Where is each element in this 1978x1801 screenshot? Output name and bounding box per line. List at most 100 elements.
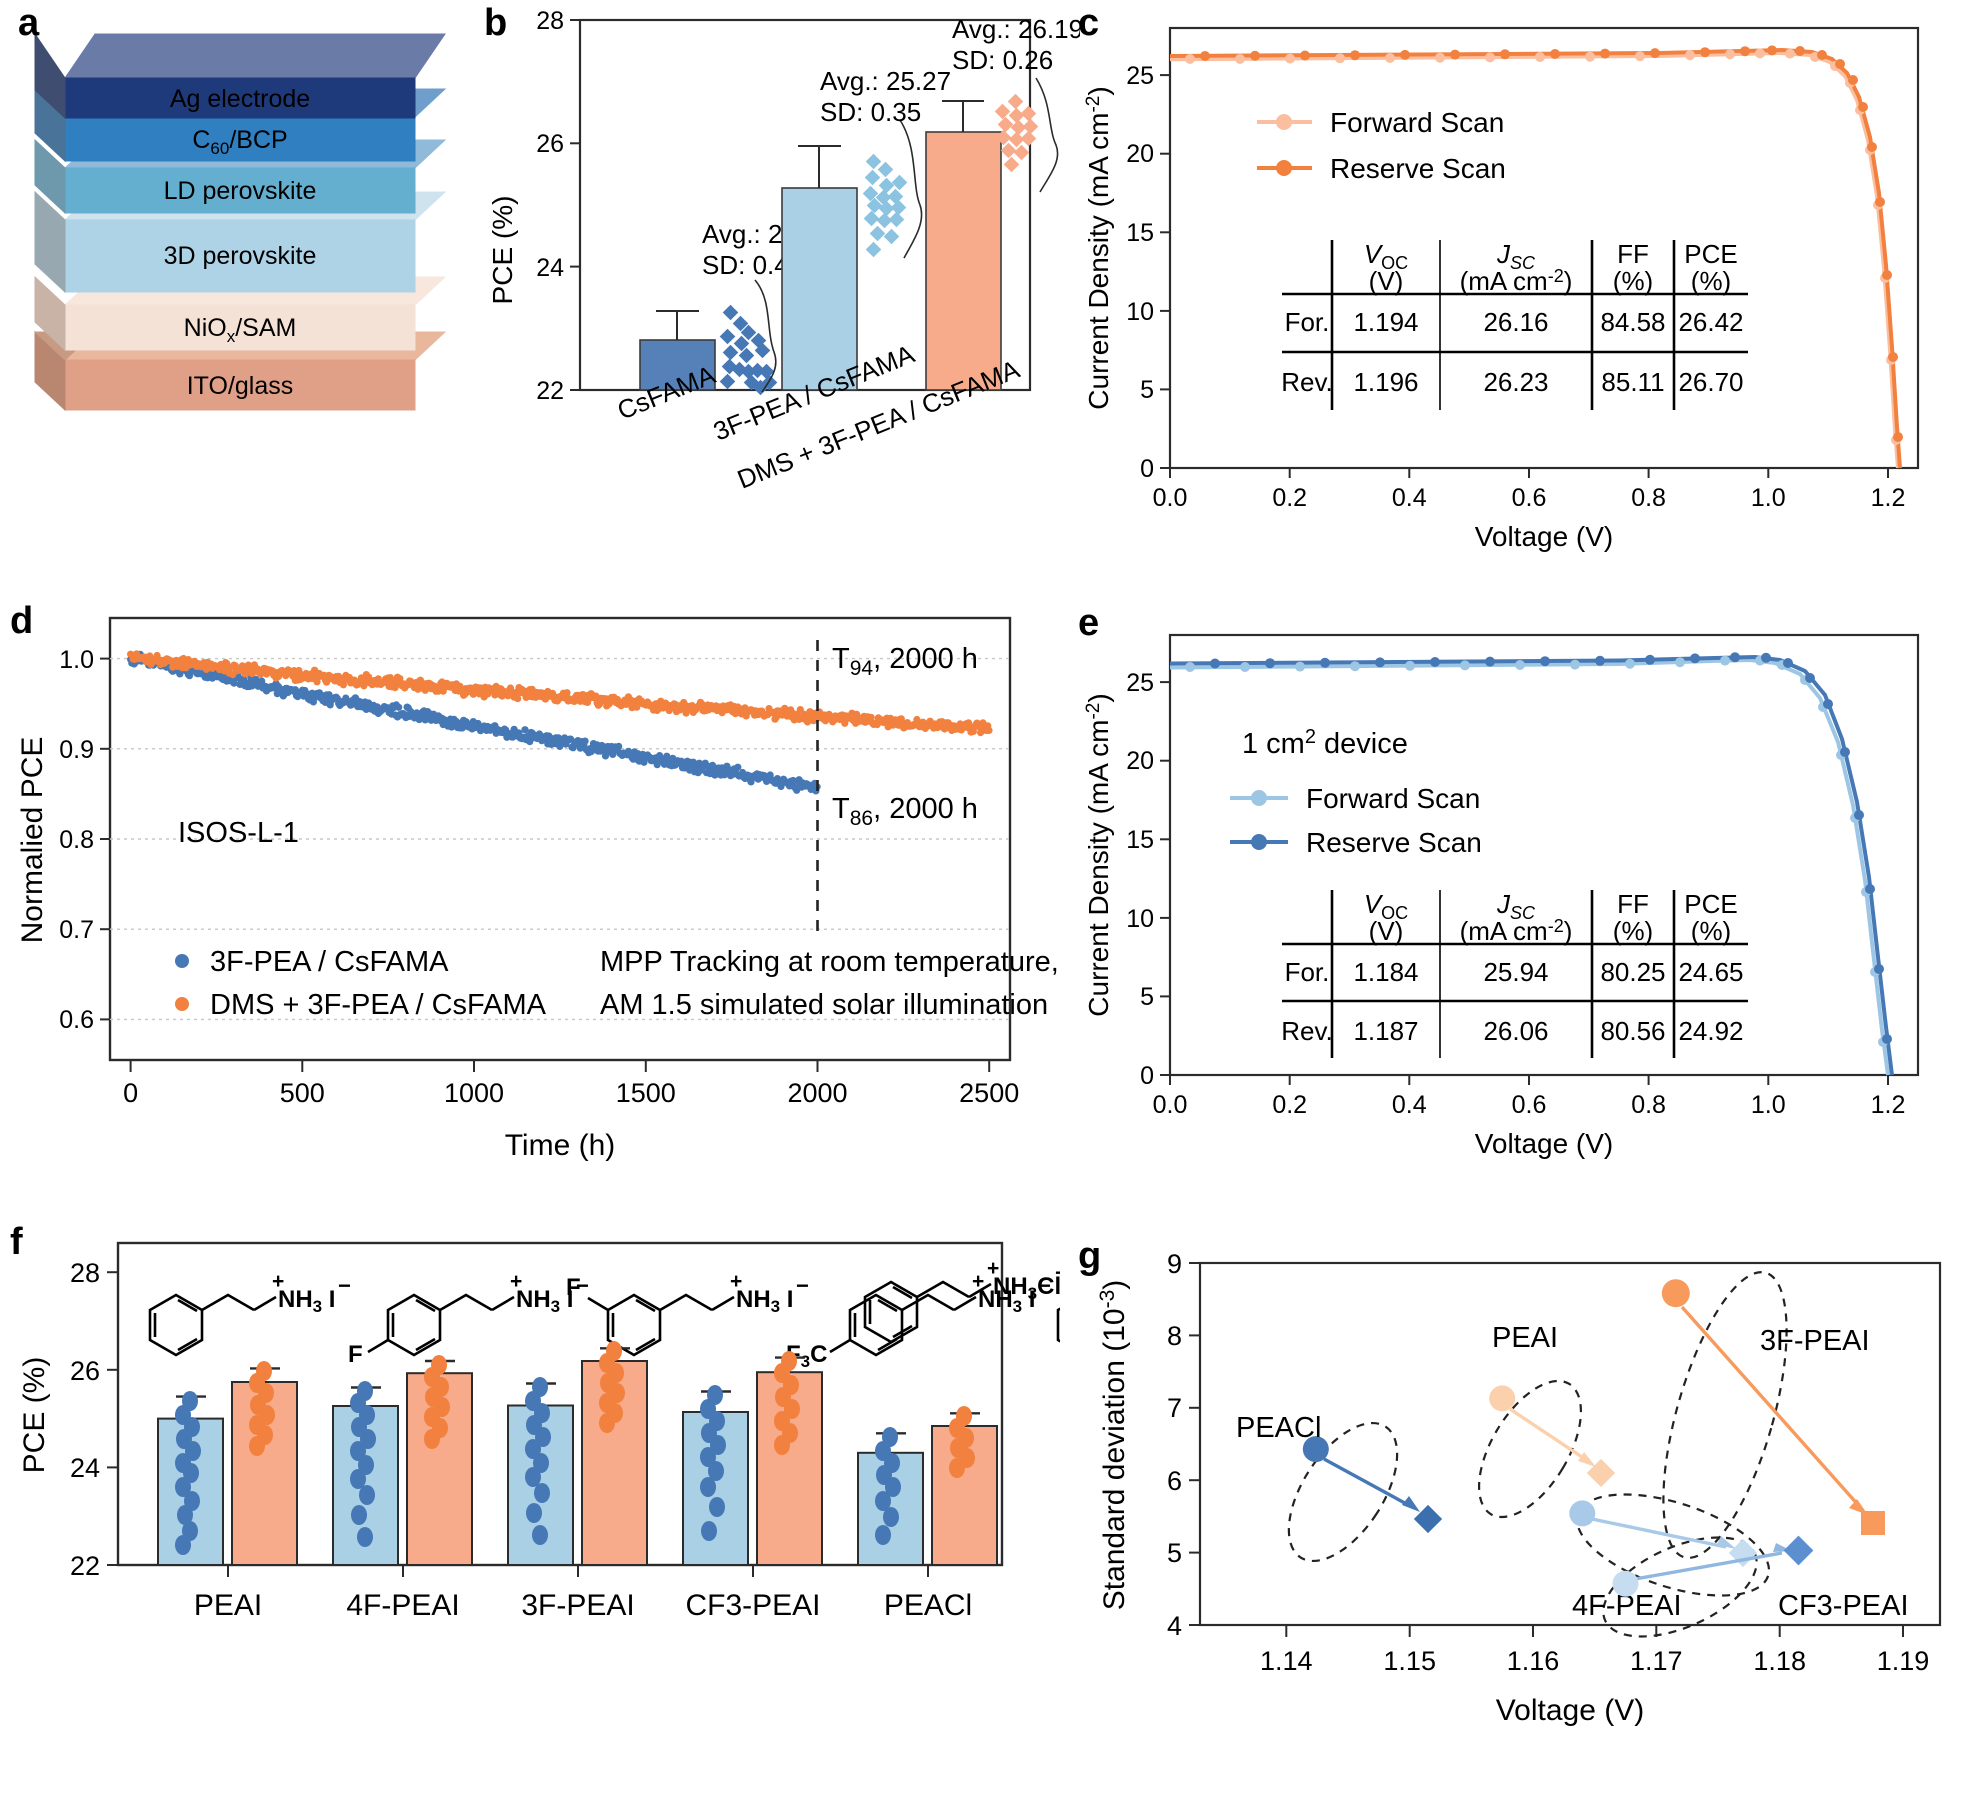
layer-label-niox-sam: NiOx/SAM xyxy=(184,314,297,346)
table-cell-rev-pce: 26.70 xyxy=(1678,367,1743,397)
isos-note-d: ISOS-L-1 xyxy=(178,817,299,849)
marker-3fpeai-start xyxy=(1661,1279,1690,1308)
jv-markers-reverse-c xyxy=(1200,45,1903,442)
svg-text:0.0: 0.0 xyxy=(1153,1091,1188,1119)
panel-f-chart: 28 26 24 22 PCE (%) NH3 I + − xyxy=(18,1241,1060,1622)
panel-g-chart: 98 76 54 Standard deviation (10-3) 1.14 1… xyxy=(1096,1249,1942,1727)
group-label-peai-g: PEAI xyxy=(1492,1322,1558,1354)
x-axis-d: 0 500 1000 1500 2000 2500 xyxy=(123,1060,1019,1108)
table-cell-for-pce: 26.42 xyxy=(1678,307,1743,337)
svg-text:26: 26 xyxy=(70,1356,100,1386)
table-header-ff-unit: (%) xyxy=(1613,266,1653,296)
layer-label-ito-glass: ITO/glass xyxy=(187,372,294,400)
molecule-peacl-minus: − xyxy=(1055,1260,1060,1285)
panel-c-chart: 0 5 10 15 20 25 0.0 0.2 0.4 0.6 0.8 1.0 1.2 Vo… xyxy=(1083,26,1920,552)
series-cf3peai-g xyxy=(1612,1535,1814,1597)
svg-text:1.16: 1.16 xyxy=(1507,1646,1560,1676)
scatter-f-4fpeai-control xyxy=(350,1381,376,1547)
svg-text:10: 10 xyxy=(1126,905,1154,933)
marker-peacl-start xyxy=(1302,1436,1329,1463)
svg-text:0.6: 0.6 xyxy=(59,1006,94,1034)
svg-text:1000: 1000 xyxy=(444,1078,504,1108)
bar-group-f-3fpeai xyxy=(507,1341,648,1566)
table-header-pce-unit-e: (%) xyxy=(1691,916,1731,946)
molecule-3f-peai xyxy=(587,1293,735,1357)
svg-text:20: 20 xyxy=(1126,747,1154,775)
molecule-3f-peai-formula: NH3 I xyxy=(736,1286,793,1316)
panel-d-chart: 1.0 0.9 0.8 0.7 0.6 Normalied PCE 0 500 100… xyxy=(16,616,1059,1162)
panel-c: c 0 5 10 15 20 25 xyxy=(1060,0,1978,560)
jv-curve-reverse-e xyxy=(1169,654,1894,1076)
table-cell-rev-jsc: 26.23 xyxy=(1483,367,1548,397)
y-tick-22: 22 xyxy=(536,377,564,405)
panel-e-label: e xyxy=(1078,602,1100,644)
panel-b: b 28 26 24 22 PCE (%) xyxy=(470,0,1080,560)
table-row-label-for-e: For. xyxy=(1285,957,1330,987)
y-axis-title-g: Standard deviation (10-3) xyxy=(1096,1280,1131,1611)
panel-f-label: f xyxy=(10,1221,23,1263)
table-cell-rev-ff: 85.11 xyxy=(1601,367,1664,397)
legend-label-reverse-c: Reserve Scan xyxy=(1330,153,1506,184)
table-row-label-rev: Rev. xyxy=(1281,367,1333,397)
molecule-3f-peai-minus: − xyxy=(796,1273,809,1298)
svg-text:0: 0 xyxy=(1140,1062,1154,1090)
legend-label-forward-e: Forward Scan xyxy=(1306,783,1480,814)
gaussian-curve-dms xyxy=(1035,77,1059,193)
panel-f-molecule-peacl: NH3Cl + − xyxy=(855,1255,1060,1385)
scatter-f-cf3peai-control xyxy=(700,1385,726,1541)
svg-text:20: 20 xyxy=(1126,140,1154,168)
panel-e-chart: 0 5 10 15 20 25 0.0 0.2 0.4 0.6 0.8 1.0 1.2 Vo… xyxy=(1083,633,1920,1159)
molecule-3f-peai-substituent: F xyxy=(566,1274,581,1301)
table-cell-for-ff: 84.58 xyxy=(1600,307,1665,337)
svg-text:5: 5 xyxy=(1140,376,1154,404)
table-cell-for-jsc-e: 25.94 xyxy=(1483,957,1548,987)
svg-text:0.8: 0.8 xyxy=(1631,484,1666,512)
molecule-peai-formula: NH3 I xyxy=(278,1286,335,1316)
table-header-pce-unit: (%) xyxy=(1691,266,1731,296)
svg-text:0.8: 0.8 xyxy=(1631,1091,1666,1119)
svg-text:1.19: 1.19 xyxy=(1877,1646,1930,1676)
y-axis-g: 9 8 7 6 5 4 xyxy=(1167,1249,1200,1641)
table-header-voc-unit-e: (V) xyxy=(1369,916,1404,946)
x-tick-label-f-4fpeai: 4F-PEAI xyxy=(346,1589,459,1622)
svg-text:0: 0 xyxy=(1140,455,1154,483)
panel-b-label: b xyxy=(484,2,508,44)
scatter-f-peai-dms xyxy=(249,1361,275,1456)
legend-label-forward-c: Forward Scan xyxy=(1330,107,1504,138)
panel-c-label: c xyxy=(1078,2,1100,44)
inset-table-c: VOC (V) JSC (mA cm-2) FF (%) PCE (%) For… xyxy=(1281,239,1748,410)
scatter-f-4fpeai-dms xyxy=(424,1355,450,1449)
group-label-peacl-g: PEACl xyxy=(1236,1412,1321,1444)
svg-text:1.17: 1.17 xyxy=(1630,1646,1683,1676)
svg-text:1.0: 1.0 xyxy=(59,646,94,674)
y-axis-title-b: PCE (%) xyxy=(487,196,518,305)
svg-text:0.2: 0.2 xyxy=(1272,484,1307,512)
scatter-points-3fpea xyxy=(862,153,908,258)
table-header-voc: VOC xyxy=(1364,239,1408,273)
svg-text:2500: 2500 xyxy=(959,1078,1019,1108)
x-axis-title-g: Voltage (V) xyxy=(1496,1694,1644,1727)
bar-group-f-4fpeai xyxy=(332,1355,473,1566)
table-header-ff-e: FF xyxy=(1617,889,1649,919)
annotation-t86-d: T86, 2000 h xyxy=(832,793,978,830)
table-header-ff: FF xyxy=(1617,239,1649,269)
table-header-pce-e: PCE xyxy=(1684,889,1737,919)
x-tick-label-f-3fpeai: 3F-PEAI xyxy=(521,1589,634,1622)
table-cell-for-jsc: 26.16 xyxy=(1483,307,1548,337)
table-cell-rev-jsc-e: 26.06 xyxy=(1483,1016,1548,1046)
svg-text:500: 500 xyxy=(280,1078,325,1108)
x-axis-title-d: Time (h) xyxy=(505,1129,616,1162)
scatter-f-cf3peai-dms xyxy=(774,1351,800,1455)
plot-frame-e xyxy=(1168,633,1920,1077)
svg-text:0.7: 0.7 xyxy=(59,916,94,944)
x-tick-label-f-cf3peai: CF3-PEAI xyxy=(685,1589,820,1622)
y-axis-b: 28 26 24 22 xyxy=(536,7,580,405)
layer-label-ld-perovskite: LD perovskite xyxy=(164,177,317,205)
svg-text:0.9: 0.9 xyxy=(59,736,94,764)
svg-text:0.4: 0.4 xyxy=(1392,1091,1427,1119)
y-tick-28: 28 xyxy=(536,7,564,35)
table-header-jsc-e: JSC xyxy=(1496,889,1536,923)
svg-text:25: 25 xyxy=(1126,669,1154,697)
scatter-f-3fpeai-dms xyxy=(599,1341,625,1433)
